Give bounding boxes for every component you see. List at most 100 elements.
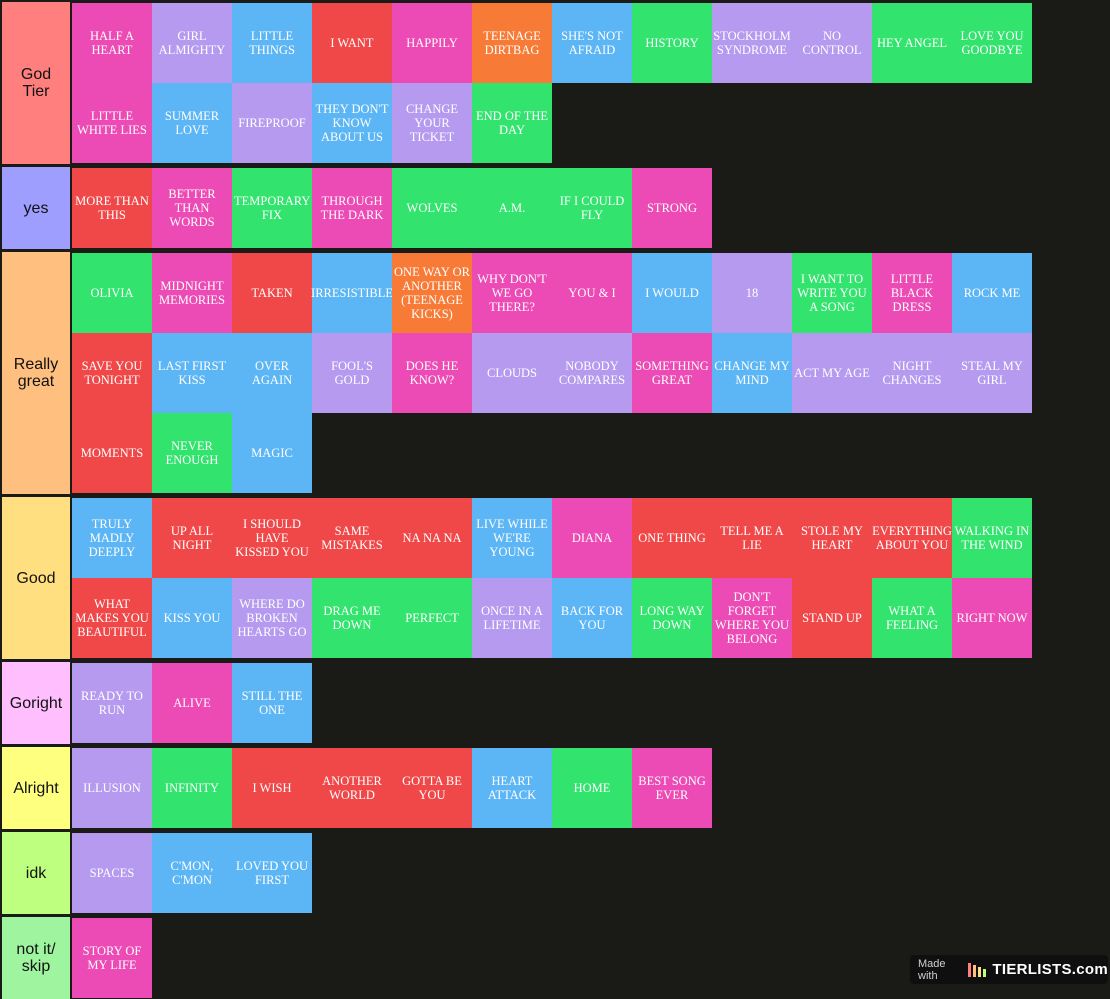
tier-item[interactable]: EVERYTHING ABOUT YOU — [872, 498, 952, 578]
tier-item[interactable]: SAVE YOU TONIGHT — [72, 333, 152, 413]
tier-item[interactable]: HOME — [552, 748, 632, 828]
tier-item[interactable]: NOBODY COMPARES — [552, 333, 632, 413]
tier-item[interactable]: DIANA — [552, 498, 632, 578]
tier-item[interactable]: TELL ME A LIE — [712, 498, 792, 578]
tier-item[interactable]: I WANT TO WRITE YOU A SONG — [792, 253, 872, 333]
tier-item[interactable]: DRAG ME DOWN — [312, 578, 392, 658]
tier-item[interactable]: ACT MY AGE — [792, 333, 872, 413]
tier-item[interactable]: STOLE MY HEART — [792, 498, 872, 578]
tier-label[interactable]: God Tier — [2, 2, 70, 164]
tier-item[interactable]: STOCKHOLM SYNDROME — [712, 3, 792, 83]
tier-item[interactable]: UP ALL NIGHT — [152, 498, 232, 578]
tier-item[interactable]: DOES HE KNOW? — [392, 333, 472, 413]
tier-item[interactable]: SOMETHING GREAT — [632, 333, 712, 413]
tier-item[interactable]: HAPPILY — [392, 3, 472, 83]
tier-item[interactable]: TAKEN — [232, 253, 312, 333]
tier-item[interactable]: FIREPROOF — [232, 83, 312, 163]
tier-item[interactable]: SUMMER LOVE — [152, 83, 232, 163]
tier-item[interactable]: ANOTHER WORLD — [312, 748, 392, 828]
tier-item[interactable]: LAST FIRST KISS — [152, 333, 232, 413]
tier-item[interactable]: LIVE WHILE WE'RE YOUNG — [472, 498, 552, 578]
tier-item[interactable]: CLOUDS — [472, 333, 552, 413]
tier-item[interactable]: ROCK ME — [952, 253, 1032, 333]
tier-item[interactable]: HALF A HEART — [72, 3, 152, 83]
tier-label[interactable]: not it/ skip — [2, 917, 70, 999]
tier-item[interactable]: STILL THE ONE — [232, 663, 312, 743]
tier-item[interactable]: NA NA NA — [392, 498, 472, 578]
tier-item[interactable]: MIDNIGHT MEMORIES — [152, 253, 232, 333]
tier-item[interactable]: BETTER THAN WORDS — [152, 168, 232, 248]
tier-item[interactable]: PERFECT — [392, 578, 472, 658]
tier-item[interactable]: I WANT — [312, 3, 392, 83]
tier-label[interactable]: idk — [2, 832, 70, 914]
tier-label[interactable]: Good — [2, 497, 70, 659]
made-with-badge[interactable]: Made with TIERLISTS.com — [910, 955, 1108, 984]
tier-item[interactable]: STORY OF MY LIFE — [72, 918, 152, 998]
tier-item[interactable]: OLIVIA — [72, 253, 152, 333]
tier-item[interactable]: SPACES — [72, 833, 152, 913]
tier-item[interactable]: SAME MISTAKES — [312, 498, 392, 578]
tier-item[interactable]: IF I COULD FLY — [552, 168, 632, 248]
tier-item[interactable]: I WOULD — [632, 253, 712, 333]
tier-item[interactable]: THEY DON'T KNOW ABOUT US — [312, 83, 392, 163]
tier-item[interactable]: CHANGE YOUR TICKET — [392, 83, 472, 163]
tier-item[interactable]: TEENAGE DIRTBAG — [472, 3, 552, 83]
tier-item[interactable]: STAND UP — [792, 578, 872, 658]
tier-item[interactable]: ALIVE — [152, 663, 232, 743]
tier-item[interactable]: I WISH — [232, 748, 312, 828]
tier-item[interactable]: GIRL ALMIGHTY — [152, 3, 232, 83]
tier-item[interactable]: ONE WAY OR ANOTHER (TEENAGE KICKS) — [392, 253, 472, 333]
tier-item[interactable]: DON'T FORGET WHERE YOU BELONG — [712, 578, 792, 658]
tier-item[interactable]: LITTLE WHITE LIES — [72, 83, 152, 163]
tier-item[interactable]: READY TO RUN — [72, 663, 152, 743]
tier-item[interactable]: STEAL MY GIRL — [952, 333, 1032, 413]
tier-item[interactable]: HISTORY — [632, 3, 712, 83]
tier-item[interactable]: ONE THING — [632, 498, 712, 578]
tier-item[interactable]: NO CONTROL — [792, 3, 872, 83]
tier-label[interactable]: Alright — [2, 747, 70, 829]
tier-item[interactable]: MAGIC — [232, 413, 312, 493]
tier-item[interactable]: WHY DON'T WE GO THERE? — [472, 253, 552, 333]
tier-item[interactable]: WALKING IN THE WIND — [952, 498, 1032, 578]
tier-item[interactable]: KISS YOU — [152, 578, 232, 658]
tier-item[interactable]: HEY ANGEL — [872, 3, 952, 83]
tier-item[interactable]: RIGHT NOW — [952, 578, 1032, 658]
tier-item[interactable]: INFINITY — [152, 748, 232, 828]
tier-item[interactable]: IRRESISTIBLE — [311, 253, 393, 333]
tier-item[interactable]: HEART ATTACK — [472, 748, 552, 828]
tier-item[interactable]: ONCE IN A LIFETIME — [472, 578, 552, 658]
tier-item[interactable]: NEVER ENOUGH — [152, 413, 232, 493]
tier-item[interactable]: 18 — [712, 253, 792, 333]
tier-item[interactable]: THROUGH THE DARK — [312, 168, 392, 248]
tier-item[interactable]: MORE THAN THIS — [72, 168, 152, 248]
tier-item[interactable]: LONG WAY DOWN — [632, 578, 712, 658]
tier-item[interactable]: YOU & I — [552, 253, 632, 333]
tier-item[interactable]: MOMENTS — [72, 413, 152, 493]
tier-label[interactable]: yes — [2, 167, 70, 249]
tier-item[interactable]: BEST SONG EVER — [632, 748, 712, 828]
tier-item[interactable]: TRULY MADLY DEEPLY — [72, 498, 152, 578]
tier-item[interactable]: ILLUSION — [72, 748, 152, 828]
tier-item[interactable]: C'MON, C'MON — [152, 833, 232, 913]
tier-item[interactable]: WHAT MAKES YOU BEAUTIFUL — [72, 578, 152, 658]
tier-label[interactable]: Goright — [2, 662, 70, 744]
tier-item[interactable]: TEMPORARY FIX — [232, 168, 312, 248]
tier-item[interactable]: SHE'S NOT AFRAID — [552, 3, 632, 83]
tier-item[interactable]: BACK FOR YOU — [552, 578, 632, 658]
tier-item[interactable]: STRONG — [632, 168, 712, 248]
tier-item[interactable]: CHANGE MY MIND — [712, 333, 792, 413]
tier-item[interactable]: OVER AGAIN — [232, 333, 312, 413]
tier-item[interactable]: NIGHT CHANGES — [872, 333, 952, 413]
tier-item[interactable]: FOOL'S GOLD — [312, 333, 392, 413]
tier-item[interactable]: GOTTA BE YOU — [392, 748, 472, 828]
tier-item[interactable]: A.M. — [472, 168, 552, 248]
tier-item[interactable]: END OF THE DAY — [472, 83, 552, 163]
tier-item[interactable]: LITTLE BLACK DRESS — [872, 253, 952, 333]
tier-item[interactable]: WHAT A FEELING — [872, 578, 952, 658]
tier-item[interactable]: LITTLE THINGS — [232, 3, 312, 83]
tier-item[interactable]: WOLVES — [392, 168, 472, 248]
tier-item[interactable]: LOVED YOU FIRST — [232, 833, 312, 913]
tier-item[interactable]: I SHOULD HAVE KISSED YOU — [232, 498, 312, 578]
tier-item[interactable]: WHERE DO BROKEN HEARTS GO — [232, 578, 312, 658]
tier-item[interactable]: LOVE YOU GOODBYE — [952, 3, 1032, 83]
